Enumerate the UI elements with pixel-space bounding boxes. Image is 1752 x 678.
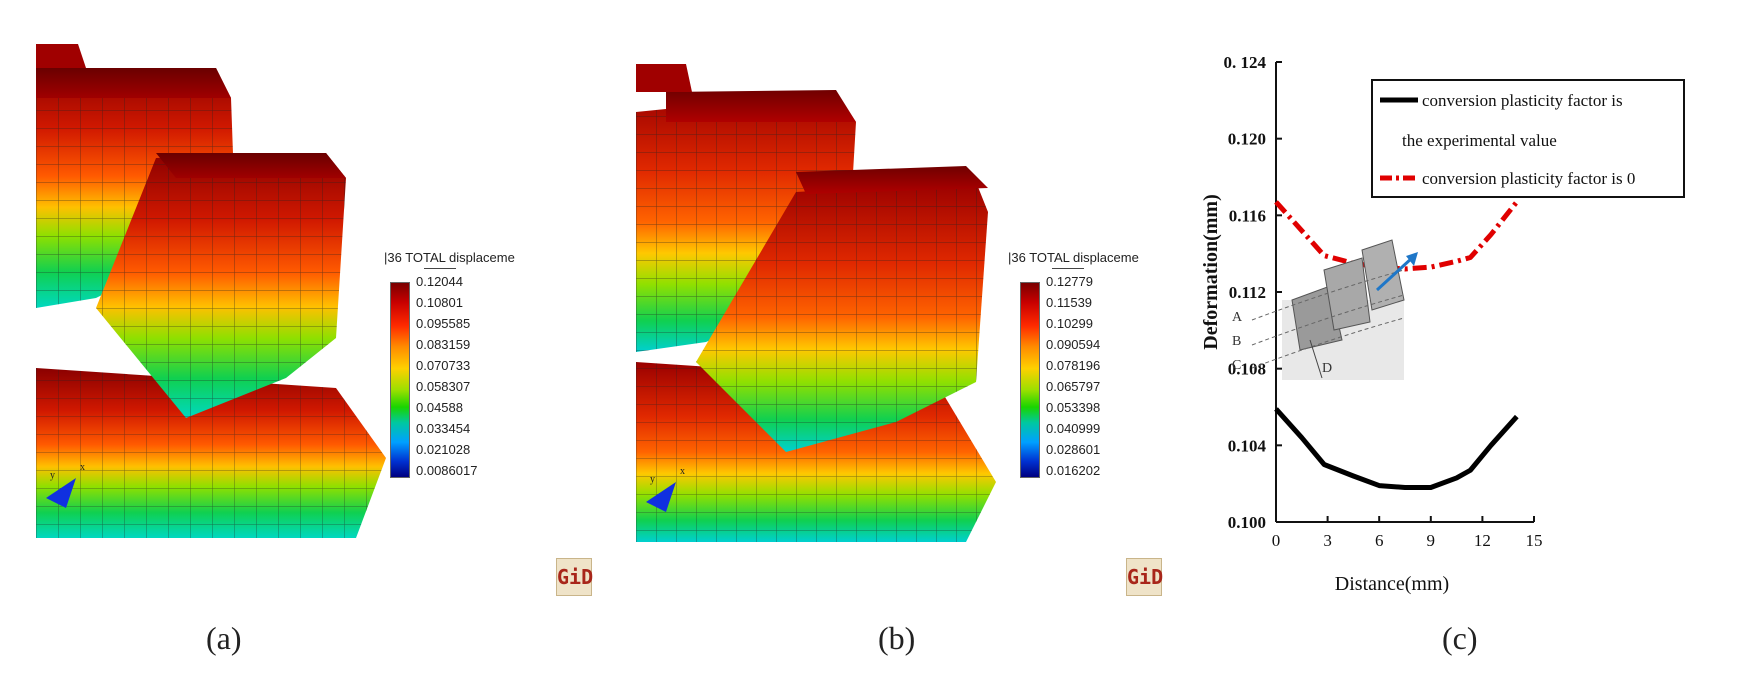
legend-value: 0.04588 [416, 400, 463, 415]
dimension-line-d [1309, 339, 1323, 379]
legend-value: 0.053398 [1046, 400, 1101, 415]
deformation-chart: 0 3 6 9 12 15 0.100 0.104 0.108 0.112 0.116 0.120 0.… [1200, 53, 1685, 595]
fem-mesh-a: y x [36, 44, 386, 538]
legend-entry-1-line-2: the experimental value [1402, 131, 1557, 150]
gear-tooth-3 [1361, 239, 1405, 311]
legend-value: 0.090594 [1046, 337, 1101, 352]
legend-title-underline [1052, 268, 1084, 269]
fem-mesh-b: y x [636, 64, 996, 542]
y-tick-label: 0.108 [1228, 360, 1266, 379]
fem-model-a: y x [36, 38, 386, 598]
y-tick-label: 0.120 [1228, 130, 1266, 149]
y-tick-label: 0.116 [1229, 206, 1266, 225]
x-tick-label: 0 [1272, 531, 1281, 550]
reference-arc-b [1251, 294, 1405, 346]
color-scale-bar [1020, 282, 1040, 478]
y-tick-label: 0.104 [1228, 436, 1267, 455]
legend-title: |36 TOTAL displaceme [384, 250, 515, 265]
inset-label-b: B [1232, 334, 1241, 349]
legend-box [1371, 79, 1685, 198]
legend-value: 0.070733 [416, 358, 471, 373]
x-tick-label: 9 [1427, 531, 1436, 550]
legend-entry-2: conversion plasticity factor is 0 [1422, 169, 1635, 188]
y-tick-label: 0. 124 [1224, 53, 1267, 72]
legend-title: |36 TOTAL displaceme [1008, 250, 1139, 265]
inset-label-c: C [1232, 358, 1241, 373]
legend-value: 0.095585 [416, 316, 471, 331]
legend-value: 0.0086017 [416, 463, 478, 478]
caption-b: (b) [878, 620, 916, 656]
x-axis-label: Distance(mm) [1335, 573, 1449, 595]
legend-value: 0.016202 [1046, 463, 1101, 478]
legend-value: 0.11539 [1046, 295, 1093, 310]
legend-value: 0.078196 [1046, 358, 1101, 373]
svg-text:y: y [650, 474, 655, 485]
direction-arrow-head [1406, 252, 1418, 266]
legend-b: |36 TOTAL displaceme 0.12779 0.11539 0.1… [1008, 250, 1178, 480]
legend-value: 0.083159 [416, 337, 471, 352]
fem-model-b: y x [636, 62, 998, 598]
legend-value: 0.040999 [1046, 421, 1101, 436]
inset-label-d: D [1322, 361, 1332, 376]
svg-text:x: x [80, 462, 85, 473]
x-tick-label: 15 [1526, 531, 1543, 550]
series-line-experimental [1274, 407, 1519, 490]
plot-area: 0 3 6 9 12 15 0.100 0.104 0.108 0.112 0.116 0.120 0.… [1224, 53, 1543, 550]
legend-value: 0.058307 [416, 379, 471, 394]
gid-logo: GiD [556, 558, 593, 596]
legend-entry-1-line-1: conversion plasticity factor is [1422, 91, 1623, 110]
caption-c: (c) [1442, 620, 1478, 656]
gid-logo: GiD [1126, 558, 1163, 596]
x-tick-label: 3 [1323, 531, 1332, 550]
legend-value: 0.021028 [416, 442, 471, 457]
color-scale-bar [390, 282, 410, 478]
reference-arc-c [1251, 317, 1405, 369]
legend-value: 0.033454 [416, 421, 471, 436]
svg-text:x: x [680, 466, 685, 477]
gear-inset-diagram: A B C D [1232, 239, 1418, 380]
legend-value: 0.065797 [1046, 379, 1101, 394]
legend-value: 0.10801 [416, 295, 463, 310]
x-tick-label: 6 [1375, 531, 1384, 550]
series-line-zero [1274, 200, 1519, 272]
legend-ticks-b: 0.12779 0.11539 0.10299 0.090594 0.07819… [1046, 274, 1176, 484]
legend-value: 0.028601 [1046, 442, 1101, 457]
chart-legend: conversion plasticity factor is the expe… [1371, 79, 1685, 198]
y-tick-label: 0.112 [1229, 283, 1266, 302]
reference-arc-a [1251, 269, 1405, 321]
gear-tooth-2 [1323, 257, 1371, 331]
x-tick-label: 12 [1474, 531, 1491, 550]
inset-label-a: A [1232, 310, 1243, 325]
y-tick-label: 0.100 [1228, 513, 1266, 532]
legend-a: |36 TOTAL displaceme 0.12044 0.10801 0.0… [384, 250, 554, 480]
svg-text:y: y [50, 470, 55, 481]
legend-value: 0.10299 [1046, 316, 1093, 331]
axis-labels: Deformation(mm) Distance(mm) [1200, 194, 1449, 595]
legend-title-underline [424, 268, 456, 269]
caption-a: (a) [206, 620, 242, 656]
legend-value: 0.12779 [1046, 274, 1093, 289]
direction-arrow [1375, 256, 1414, 292]
y-axis-label: Deformation(mm) [1200, 194, 1222, 350]
legend-ticks-a: 0.12044 0.10801 0.095585 0.083159 0.0707… [416, 274, 546, 484]
legend-value: 0.12044 [416, 274, 463, 289]
